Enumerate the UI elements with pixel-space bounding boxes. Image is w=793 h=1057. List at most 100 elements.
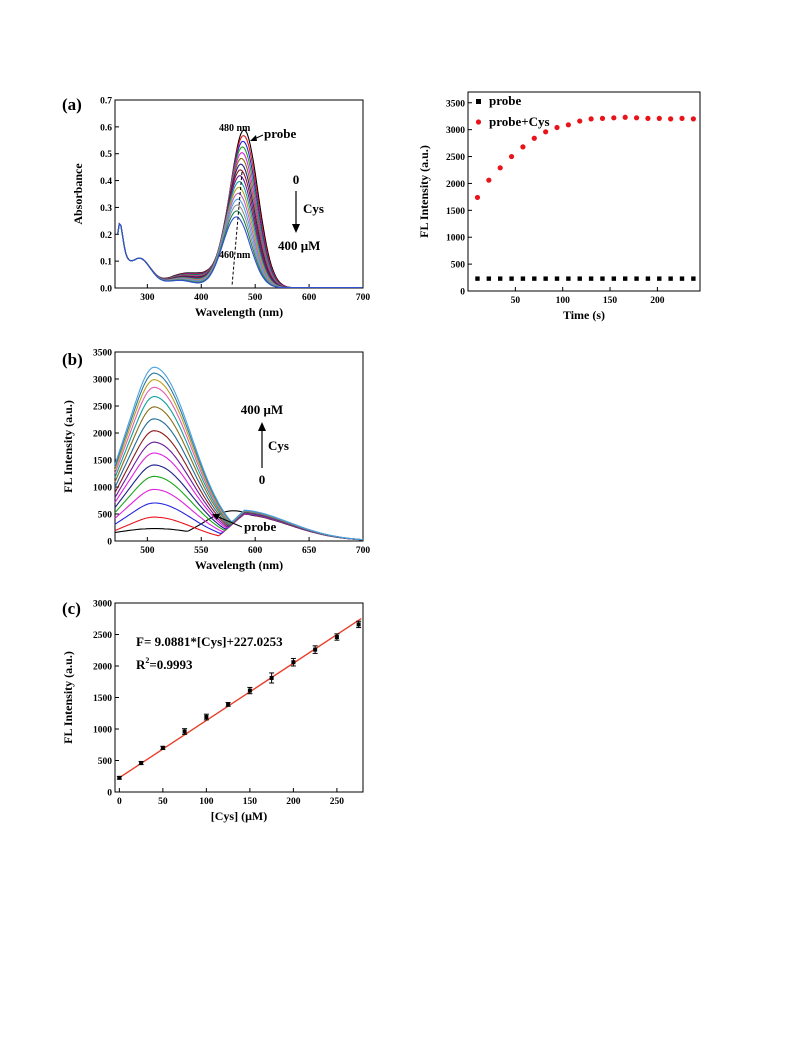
probe-point	[679, 276, 685, 281]
absorbance-chart: 300 400 500 600 700 0.0 0.1 0.2 0.3 0.4 0.5 0.6 0.7 W…	[71, 97, 370, 320]
y-tick-label: 1000	[93, 726, 112, 736]
panel-label-a: (a)	[62, 95, 82, 114]
fluorescence-curve	[114, 366, 364, 541]
x-tick-label: 700	[356, 293, 371, 303]
y-tick-label: 0.0	[100, 285, 112, 295]
y-axis-label: FL Intensity (a.u.)	[417, 145, 431, 238]
linear-fit-line	[118, 617, 362, 779]
x-tick-label: 100	[199, 797, 214, 807]
y-tick-label: 3000	[446, 126, 465, 136]
fluorescence-curve	[114, 418, 364, 541]
probe-cys-point	[656, 115, 662, 121]
peak-shift-dashed-line	[231, 171, 243, 287]
r-squared-value: =0.9993	[149, 657, 193, 672]
fluorescence-curve	[114, 475, 364, 541]
x-tick-label: 50	[158, 797, 168, 807]
concentration-end-label: 400 μM	[278, 238, 320, 253]
probe-cys-point	[668, 116, 674, 122]
x-tick-label: 650	[302, 546, 317, 556]
data-point	[204, 715, 209, 720]
data-point	[226, 702, 231, 707]
probe-cys-point	[611, 115, 617, 121]
fluorescence-curve	[114, 441, 364, 541]
probe-cys-point	[508, 153, 515, 160]
fluorescence-curve	[114, 452, 364, 541]
probe-point	[543, 276, 548, 281]
peak-480-label: 480 nm	[219, 123, 251, 134]
probe-pointer	[215, 515, 243, 528]
probe-cys-point	[554, 124, 560, 131]
probe-point	[634, 276, 639, 281]
fluorescence-curve	[114, 430, 364, 541]
absorbance-curve	[117, 157, 362, 289]
y-axis-label: FL Intensity (a.u.)	[61, 651, 75, 744]
data-point	[291, 660, 296, 665]
probe-cys-point	[599, 115, 606, 121]
probe-point	[668, 276, 673, 281]
probe-cys-point	[543, 129, 549, 135]
probe-point	[554, 276, 560, 281]
probe-cys-point	[588, 116, 594, 122]
x-axis-label: Time (s)	[563, 308, 605, 322]
calibration-chart: 0 50 100 150 200 250050010001500200025003000[…	[61, 600, 364, 823]
y-tick-label: 500	[451, 261, 466, 271]
y-tick-label: 3500	[93, 349, 112, 359]
concentration-arrowhead	[292, 224, 300, 233]
probe-arrowhead	[212, 514, 220, 520]
data-point	[334, 635, 339, 640]
probe-cys-point	[577, 118, 583, 124]
absorbance-curves	[117, 129, 362, 289]
probe-cys-point	[531, 135, 537, 141]
legend-label-probe-cys: probe+Cys	[489, 114, 550, 129]
y-tick-label: 2500	[446, 153, 465, 163]
r-squared-symbol: R	[136, 657, 146, 672]
fluorescence-spectra-chart: 500 550 600 650 700 0 500 1000 1500 2000 2500 3000 3…	[61, 349, 370, 573]
probe-point	[520, 276, 526, 281]
probe-point	[577, 276, 582, 281]
y-tick-label: 1500	[446, 207, 465, 217]
absorbance-curve	[117, 134, 362, 289]
probe-label: probe	[264, 126, 296, 141]
y-tick-label: 0.6	[100, 123, 112, 133]
y-tick-label: 3000	[93, 376, 112, 386]
x-axis-label: [Cys] (μM)	[211, 809, 267, 823]
plot-frame	[114, 602, 364, 793]
absorbance-curve	[117, 140, 362, 289]
y-tick-label: 2000	[446, 180, 465, 190]
data-point	[117, 775, 122, 780]
data-point	[356, 622, 361, 627]
probe-point	[475, 276, 480, 281]
fluorescence-curves	[114, 366, 364, 541]
x-tick-label: 600	[248, 546, 263, 556]
x-tick-label: 150	[603, 296, 618, 306]
absorbance-curve	[117, 163, 362, 289]
x-tick-label: 550	[194, 546, 209, 556]
probe-cys-point	[520, 144, 526, 150]
y-tick-label: 2000	[93, 430, 112, 440]
analyte-label: Cys	[303, 201, 324, 216]
x-tick-label: 50	[511, 296, 521, 306]
probe-cys-point	[474, 194, 481, 201]
probe-point	[509, 276, 514, 281]
y-tick-label: 0.3	[100, 204, 112, 214]
x-axis-label: Wavelength (nm)	[195, 558, 283, 572]
x-tick-label: 200	[650, 296, 665, 306]
x-tick-label: 200	[286, 797, 301, 807]
data-point	[269, 675, 274, 680]
y-tick-label: 2000	[93, 663, 112, 673]
x-tick-label: 700	[356, 546, 371, 556]
absorbance-curve	[117, 216, 362, 289]
y-tick-label: 1000	[446, 234, 465, 244]
probe-point	[691, 276, 696, 281]
x-tick-label: 0	[117, 797, 122, 807]
data-point	[247, 688, 252, 693]
concentration-start-label: 0	[293, 172, 300, 187]
concentration-end-label: 400 μM	[241, 402, 283, 417]
probe-cys-point	[497, 165, 503, 171]
y-tick-label: 1000	[93, 484, 112, 494]
series-probe-cys	[474, 114, 696, 201]
data-point	[313, 647, 318, 652]
panel-label-c: (c)	[62, 599, 81, 618]
x-tick-label: 300	[140, 293, 155, 303]
